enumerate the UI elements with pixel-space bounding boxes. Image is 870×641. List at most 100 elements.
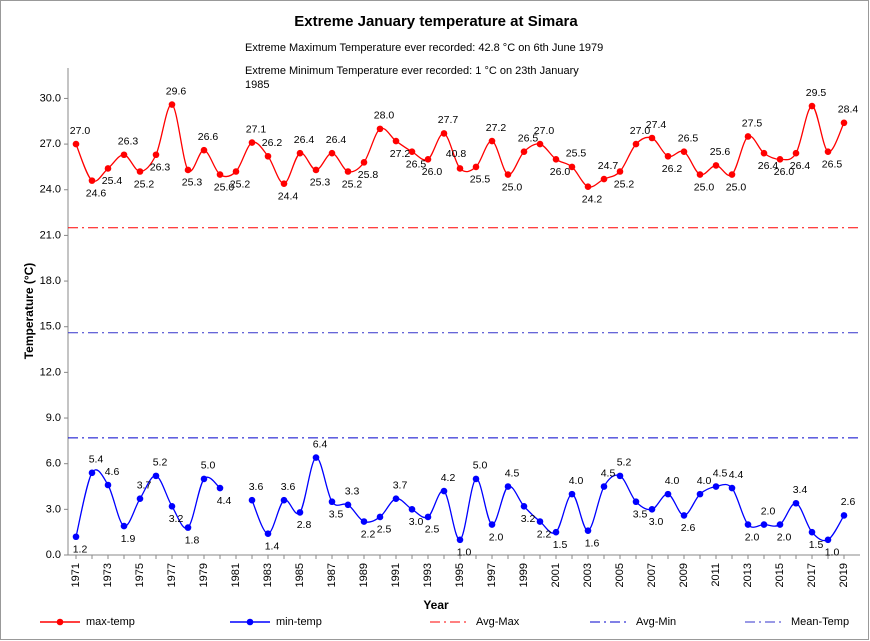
data-point — [232, 168, 240, 175]
y-tick-label: 30.0 — [40, 92, 61, 104]
data-label: 4.5 — [505, 467, 520, 479]
data-point — [696, 490, 704, 498]
data-label: 3.5 — [633, 509, 648, 521]
data-label: 26.5 — [406, 158, 427, 170]
data-point — [456, 165, 464, 172]
data-label: 25.3 — [310, 177, 331, 189]
data-point — [216, 484, 224, 492]
data-label: 1.5 — [553, 539, 568, 551]
data-point — [344, 501, 352, 509]
data-point — [120, 522, 128, 530]
x-tick-label: 2017 — [806, 563, 818, 587]
y-tick-label: 18.0 — [40, 275, 61, 287]
data-label: 25.0 — [502, 181, 523, 193]
data-point — [88, 469, 96, 477]
legend-label: Mean-Temp — [791, 616, 849, 628]
data-label: 1.6 — [585, 537, 600, 549]
data-point — [392, 137, 400, 145]
data-point — [264, 152, 272, 160]
data-point — [360, 159, 368, 166]
data-point — [632, 498, 640, 506]
data-label: 25.0 — [694, 181, 715, 193]
data-label: 27.0 — [534, 125, 555, 137]
y-tick-label: 12.0 — [40, 366, 61, 378]
x-tick-label: 2015 — [774, 563, 786, 587]
x-tick-label: 1987 — [326, 563, 338, 587]
data-label: 4.5 — [713, 467, 728, 479]
data-label: 25.2 — [342, 178, 363, 190]
data-point — [680, 148, 688, 156]
data-label: 3.4 — [793, 484, 808, 496]
data-label: 26.5 — [678, 132, 699, 144]
data-point — [552, 528, 560, 536]
data-label: 26.5 — [822, 158, 843, 170]
data-label: 2.5 — [425, 524, 440, 536]
data-label: 26.4 — [790, 160, 811, 172]
data-label: 26.3 — [150, 162, 171, 174]
data-label: 1.2 — [73, 544, 88, 556]
data-point — [120, 151, 128, 159]
x-tick-label: 1981 — [230, 563, 242, 587]
data-point — [840, 119, 848, 127]
data-label: 25.2 — [614, 178, 635, 190]
data-point — [696, 171, 704, 178]
data-point — [296, 509, 304, 516]
legend-swatch — [56, 618, 64, 626]
data-point — [520, 148, 528, 156]
data-point — [184, 524, 192, 531]
y-tick-label: 15.0 — [40, 321, 61, 333]
data-label: 3.5 — [329, 509, 344, 521]
y-tick-label: 3.0 — [46, 503, 61, 515]
data-label: 2.2 — [361, 528, 376, 540]
data-point — [104, 165, 112, 172]
x-tick-label: 1973 — [102, 563, 114, 587]
data-point — [744, 133, 752, 140]
data-label: 25.0 — [214, 181, 235, 193]
data-point — [648, 506, 656, 513]
data-point — [216, 171, 224, 178]
data-label: 27.2 — [486, 122, 507, 134]
data-point — [312, 454, 320, 461]
data-label: 26.4 — [294, 134, 315, 146]
x-tick-label: 2003 — [582, 563, 594, 587]
data-label: 4.4 — [729, 469, 744, 481]
data-point — [824, 536, 832, 544]
data-label: 27.2 — [390, 148, 411, 160]
data-point — [344, 168, 352, 175]
data-point — [152, 472, 160, 480]
x-tick-label: 2011 — [710, 563, 722, 587]
data-label: 24.2 — [582, 193, 603, 205]
legend-label: Avg-Min — [636, 616, 676, 628]
data-label: 26.0 — [550, 166, 571, 178]
data-point — [72, 533, 80, 541]
data-point — [616, 472, 624, 480]
data-point — [280, 180, 288, 187]
data-label: 25.6 — [710, 146, 731, 158]
data-point — [760, 521, 768, 528]
data-label: 3.6 — [281, 481, 296, 493]
data-point — [360, 518, 368, 525]
data-label: 26.5 — [518, 132, 539, 144]
data-point — [648, 134, 656, 142]
data-point — [680, 512, 688, 519]
data-label: 29.5 — [806, 87, 827, 99]
data-point — [504, 171, 512, 178]
data-label: 24.4 — [278, 190, 299, 202]
data-point — [840, 512, 848, 519]
data-label: 3.3 — [345, 486, 360, 498]
x-tick-label: 1975 — [134, 563, 146, 587]
data-point — [728, 171, 736, 178]
data-label: 25.4 — [102, 175, 123, 187]
y-tick-label: 21.0 — [40, 229, 61, 241]
data-point — [664, 152, 672, 160]
data-label: 4.6 — [105, 466, 120, 478]
data-point — [616, 168, 624, 175]
data-label: 2.0 — [489, 531, 504, 543]
data-label: 2.8 — [297, 519, 312, 531]
annotation: Extreme Maximum Temperature ever recorde… — [245, 42, 603, 54]
data-point — [200, 146, 208, 154]
data-label: 1.8 — [185, 534, 200, 546]
data-point — [792, 499, 800, 507]
